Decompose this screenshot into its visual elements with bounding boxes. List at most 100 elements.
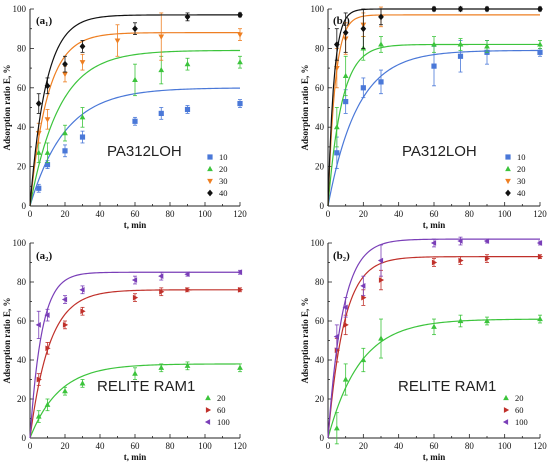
data-point [431, 63, 437, 69]
legend: 20 60 100 [204, 393, 230, 427]
data-point [79, 380, 86, 386]
series-60 [327, 253, 544, 439]
y-tick-label: 100 [13, 4, 27, 14]
x-tick-label: 120 [233, 441, 247, 451]
data-point [159, 288, 165, 295]
legend-label: 20 [517, 164, 526, 174]
data-point [457, 5, 464, 13]
legend-label: 10 [219, 152, 228, 162]
data-point [237, 11, 243, 19]
legend: 20 60 100 [502, 393, 528, 427]
legend-label: 60 [217, 405, 226, 415]
chart-panel-b2: 0 20 40 60 80 100 120 0 20 40 60 80 100 t, min Adsorpt… [300, 236, 547, 462]
x-axis-label: t, min [124, 220, 147, 230]
x-tick-label: 40 [96, 441, 106, 451]
legend-label: 40 [219, 188, 228, 198]
data-point [378, 335, 384, 341]
x-tick-label: 20 [359, 209, 369, 219]
x-tick-label: 100 [498, 441, 512, 451]
data-point [431, 259, 438, 266]
y-tick-label: 80 [17, 43, 27, 53]
data-point [484, 255, 491, 262]
data-point [457, 317, 464, 324]
panel-label: (a₂) [36, 250, 52, 262]
legend-marker [502, 419, 509, 425]
data-point [79, 114, 86, 120]
data-point [333, 124, 340, 130]
data-point [236, 269, 243, 276]
data-point [334, 150, 340, 156]
x-tick-label: 0 [326, 441, 331, 451]
data-point [378, 79, 384, 85]
data-point [158, 110, 164, 117]
data-point [360, 85, 366, 91]
legend-marker [204, 419, 211, 425]
fit-curve [327, 256, 540, 439]
data-point [237, 364, 243, 370]
y-tick-label: 0 [22, 433, 27, 443]
legend-marker [207, 165, 213, 172]
y-tick-label: 100 [311, 4, 325, 14]
data-point [62, 71, 68, 78]
y-tick-label: 40 [17, 122, 27, 132]
legend-marker [207, 189, 213, 197]
data-point [458, 257, 464, 264]
series-60 [29, 286, 244, 439]
data-point [343, 98, 349, 105]
data-point [378, 13, 384, 21]
data-point [378, 41, 384, 47]
data-point [44, 149, 51, 155]
y-tick-label: 0 [320, 201, 325, 211]
data-point [62, 129, 68, 136]
x-tick-label: 40 [394, 441, 404, 451]
y-tick-label: 20 [17, 162, 27, 172]
data-point [237, 32, 243, 38]
x-tick-label: 120 [233, 209, 247, 219]
legend-marker [207, 154, 213, 160]
y-tick-label: 0 [22, 201, 27, 211]
data-point [237, 100, 243, 107]
series-100 [327, 236, 543, 439]
data-point [80, 308, 86, 315]
data-point [457, 41, 464, 47]
data-point [457, 238, 463, 244]
x-tick-label: 40 [394, 209, 404, 219]
legend-label: 10 [517, 152, 526, 162]
data-point [484, 5, 490, 13]
data-point [131, 277, 138, 283]
x-tick-label: 20 [61, 441, 71, 451]
x-tick-label: 120 [533, 441, 547, 451]
data-point [158, 34, 165, 40]
data-point [185, 286, 191, 293]
y-axis-label: Adsorption ratio E, % [2, 64, 12, 150]
x-tick-label: 40 [96, 209, 106, 219]
panel-label: (b₂) [333, 250, 350, 262]
data-point [431, 41, 437, 47]
fit-curve [29, 271, 240, 439]
data-point [537, 315, 543, 322]
y-tick-label: 60 [17, 83, 27, 93]
data-point [44, 82, 51, 90]
series-100 [29, 269, 243, 439]
y-tick-label: 60 [315, 83, 325, 93]
x-tick-label: 0 [28, 441, 33, 451]
x-tick-label: 80 [465, 209, 475, 219]
y-tick-label: 60 [315, 316, 325, 326]
legend-marker [205, 394, 211, 401]
data-point [360, 356, 367, 363]
series-20 [29, 361, 243, 439]
x-tick-label: 100 [198, 441, 212, 451]
x-tick-label: 60 [131, 441, 141, 451]
chart-panel-b1: 0 20 40 60 80 100 120 0 20 40 60 80 100 t, min Adsorpt… [300, 4, 547, 230]
legend-label: 20 [515, 393, 524, 403]
legend: 10 20 30 40 [207, 152, 228, 198]
data-point [184, 61, 191, 67]
x-tick-label: 20 [61, 209, 71, 219]
data-point [237, 59, 243, 65]
series-20 [327, 36, 543, 207]
y-tick-label: 40 [315, 355, 325, 365]
y-tick-label: 100 [311, 238, 325, 248]
x-tick-label: 20 [359, 441, 369, 451]
data-point [333, 333, 339, 340]
